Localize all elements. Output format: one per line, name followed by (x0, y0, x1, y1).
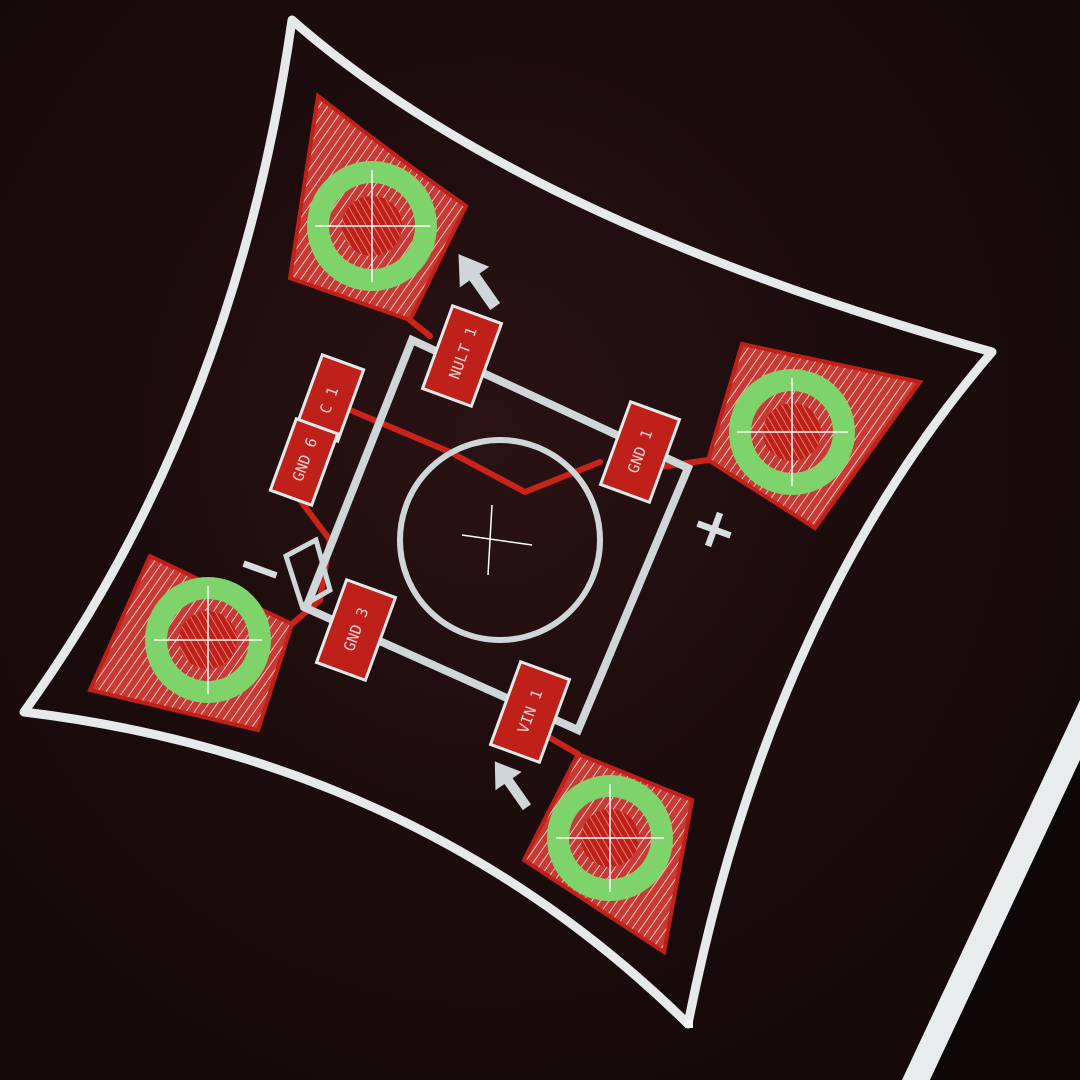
smd-pad-u2[interactable]: GND 1 (598, 399, 682, 505)
smd-pad-u4[interactable]: GND 6 (268, 416, 340, 508)
smd-pad-u6[interactable]: VIN 1 (488, 659, 572, 765)
arrow-bottom-icon (494, 761, 532, 811)
monitor-bezel-edge (902, 700, 1080, 1080)
cursor-dot (685, 1020, 693, 1028)
corner-pad-bottom-left[interactable] (87, 553, 295, 733)
arrow-top-icon (458, 254, 501, 311)
component-outline (300, 334, 694, 736)
component-circle (397, 437, 603, 643)
corner-pad-bottom-right[interactable] (521, 751, 695, 956)
corner-pad-top-right[interactable] (705, 341, 924, 531)
corner-pad-top-left[interactable] (287, 92, 469, 323)
board-outline (19, 15, 997, 1029)
polarity-plus-label: + (681, 490, 747, 567)
smd-pad-u5[interactable]: GND 3 (314, 577, 398, 683)
smd-pad-u1[interactable]: NULT 1 (420, 303, 504, 409)
polarity-mark (282, 536, 333, 610)
